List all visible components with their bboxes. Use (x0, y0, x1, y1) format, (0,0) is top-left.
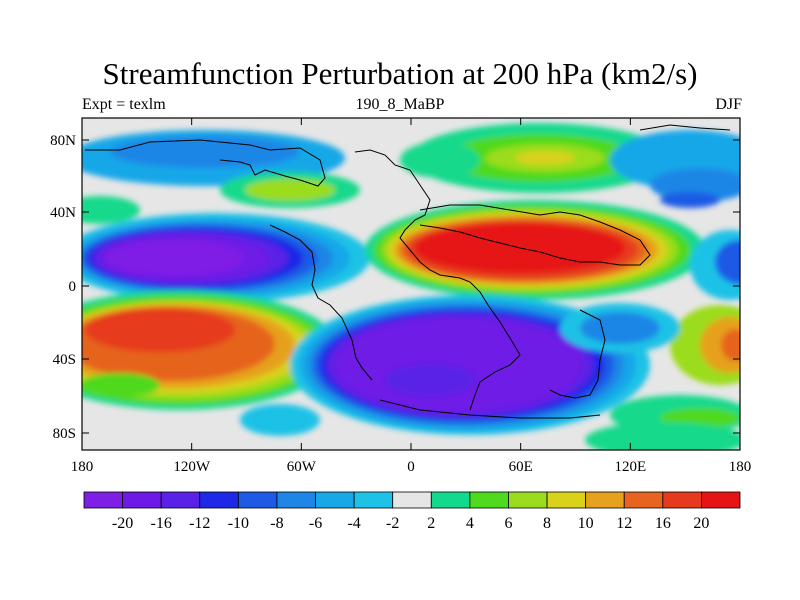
colorbar-label: -6 (309, 515, 322, 532)
colorbar-label: -2 (386, 515, 399, 532)
colorbar: -20 -16 -12 -10 -8 -6 -4 -2 2 4 6 8 10 12 16 20 (83, 491, 741, 532)
colorbar-swatch (276, 491, 316, 509)
colorbar-label: -10 (228, 515, 249, 532)
colorbar-label: -4 (347, 515, 360, 532)
colorbar-label: 20 (693, 515, 709, 532)
colorbar-swatch (546, 491, 587, 509)
colorbar-label: -16 (151, 515, 172, 532)
lon-tick-label: 60E (509, 459, 533, 475)
longitude-axis: 180 120W 60W 0 60E 120E 180 (71, 118, 752, 475)
lon-tick-label: 120E (614, 459, 646, 475)
colorbar-swatch (701, 491, 741, 509)
colorbar-swatch (430, 491, 471, 509)
colorbar-swatch (315, 491, 355, 509)
lat-tick-label: 40S (53, 352, 76, 368)
lon-tick-label: 180 (729, 459, 752, 475)
colorbar-swatch (199, 491, 239, 509)
colorbar-swatch (585, 491, 625, 509)
colorbar-label: 12 (616, 515, 632, 532)
lat-tick-label: 0 (69, 279, 77, 295)
period-label: 190_8_MaBP (355, 96, 445, 113)
colorbar-swatch (122, 491, 162, 509)
colorbar-swatch (392, 491, 432, 509)
colorbar-label: -8 (270, 515, 283, 532)
season-label: DJF (715, 96, 742, 113)
colorbar-label: 8 (543, 515, 551, 532)
colorbar-label: 10 (578, 515, 594, 532)
lat-tick-label: 80S (53, 426, 76, 442)
colorbar-swatch (662, 491, 702, 509)
lon-tick-label: 60W (287, 459, 317, 475)
latitude-axis: 80N 40N 0 40S 80S (50, 133, 740, 442)
map-title: Streamfunction Perturbation at 200 hPa (… (102, 56, 698, 91)
lat-tick-label: 40N (50, 205, 76, 221)
lon-tick-label: 180 (71, 459, 94, 475)
colorbar-label: -20 (112, 515, 133, 532)
colorbar-swatch (623, 491, 664, 509)
colorbar-swatch (469, 491, 509, 509)
colorbar-label: 16 (655, 515, 671, 532)
coastlines (85, 124, 731, 419)
lat-tick-label: 80N (50, 133, 76, 149)
colorbar-swatch (508, 491, 548, 509)
lon-tick-label: 0 (407, 459, 415, 475)
experiment-label: Expt = texlm (82, 96, 166, 113)
lon-tick-label: 120W (173, 459, 211, 475)
colorbar-swatch (160, 491, 201, 509)
colorbar-label: 6 (504, 515, 512, 532)
colorbar-label: 4 (466, 515, 474, 532)
colorbar-label: -12 (189, 515, 210, 532)
contour-field (82, 118, 740, 450)
colorbar-swatch (353, 491, 394, 509)
colorbar-swatch (237, 491, 278, 509)
colorbar-swatch (83, 491, 123, 509)
colorbar-label: 2 (427, 515, 435, 532)
